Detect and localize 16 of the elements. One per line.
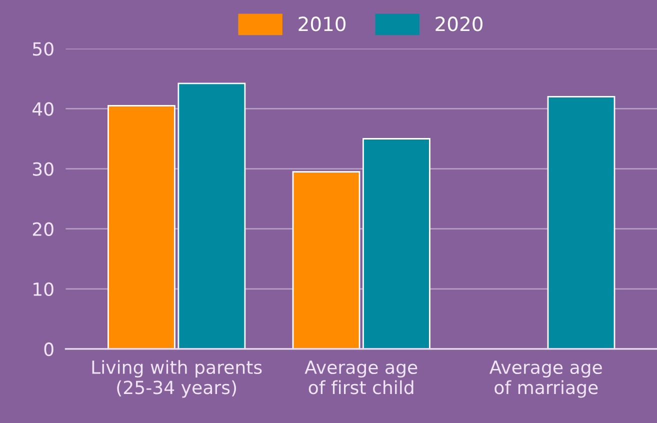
x-tick-label: Average age of marriage — [490, 360, 602, 398]
bar — [292, 171, 360, 349]
bar — [362, 138, 430, 349]
bar — [547, 96, 616, 349]
x-tick-label: Living with parents (25-34 years) — [92, 360, 262, 398]
y-tick-label: 30 — [32, 162, 54, 176]
y-tick-label: 20 — [32, 222, 54, 236]
legend-label: 2020 — [436, 16, 482, 32]
y-tick-label: 10 — [34, 282, 54, 296]
bar — [178, 82, 246, 349]
y-tick-label: 40 — [32, 102, 54, 116]
legend-label: 2010 — [298, 16, 346, 32]
y-tick-label: 0 — [44, 342, 54, 356]
y-tick-label: 50 — [33, 42, 54, 56]
x-tick-label: Average age of first child — [304, 360, 418, 394]
bar — [108, 105, 176, 349]
